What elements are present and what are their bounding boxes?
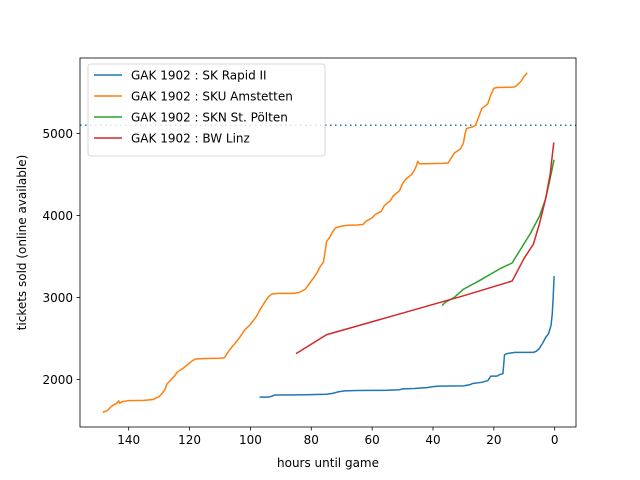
y-tick-label: 4000 bbox=[42, 209, 73, 223]
x-tick-label: 100 bbox=[239, 433, 262, 447]
plot-area bbox=[80, 72, 576, 413]
series-line-1 bbox=[259, 276, 555, 398]
y-tick-label: 5000 bbox=[42, 127, 73, 141]
axes-frame bbox=[79, 57, 577, 428]
series-line-2 bbox=[102, 72, 528, 413]
x-tick-label: 0 bbox=[551, 433, 559, 447]
x-tick-label: 120 bbox=[178, 433, 201, 447]
legend-label: GAK 1902 : SKN St. Pölten bbox=[131, 111, 288, 125]
legend-label: GAK 1902 : BW Linz bbox=[131, 132, 250, 146]
x-tick-label: 40 bbox=[425, 433, 440, 447]
series-line-4 bbox=[295, 142, 555, 355]
y-axis-label: tickets sold (online available) bbox=[15, 155, 29, 331]
y-tick-label: 2000 bbox=[42, 373, 73, 387]
x-tick-label: 140 bbox=[117, 433, 140, 447]
x-tick-label: 20 bbox=[486, 433, 501, 447]
legend-label: GAK 1902 : SK Rapid II bbox=[131, 69, 267, 83]
legend: GAK 1902 : SK Rapid II GAK 1902 : SKU Ams… bbox=[87, 63, 326, 157]
x-tick-label: 80 bbox=[304, 433, 319, 447]
legend-box bbox=[87, 63, 326, 157]
x-tick-label: 60 bbox=[364, 433, 379, 447]
x-axis-label: hours until game bbox=[277, 456, 379, 470]
y-tick-label: 3000 bbox=[42, 291, 73, 305]
axes: 140 120 100 80 60 40 20 0 2000 3000 4000 5000 bbox=[42, 57, 577, 447]
legend-label: GAK 1902 : SKU Amstetten bbox=[131, 90, 293, 104]
